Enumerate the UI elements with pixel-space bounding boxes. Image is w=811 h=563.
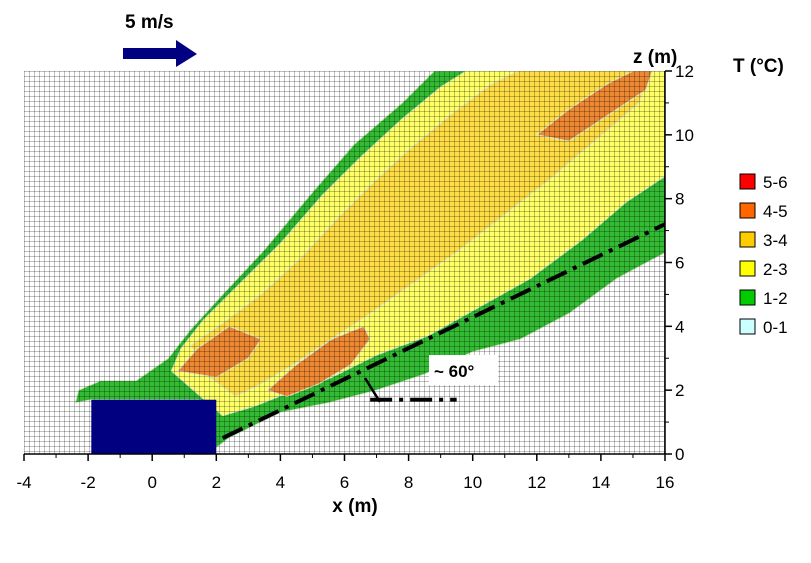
grid-overlay <box>24 71 665 454</box>
y-ticks: 0 2 4 6 8 10 12 <box>665 62 694 464</box>
y-tick-label: 12 <box>675 62 694 81</box>
wind-arrow-icon <box>123 40 197 67</box>
legend-label-5-6: 5-6 <box>763 173 788 192</box>
x-tick-label: 16 <box>656 473 675 492</box>
y-tick-label: 6 <box>675 254 684 273</box>
y-tick-label: 0 <box>675 445 684 464</box>
legend-swatch-1-2 <box>739 289 756 306</box>
angle-label-box <box>429 355 498 385</box>
legend-label-0-1: 0-1 <box>763 318 788 337</box>
legend-label-4-5: 4-5 <box>763 202 788 221</box>
x-tick-label: 0 <box>147 473 156 492</box>
legend-swatch-5-6 <box>739 173 756 190</box>
wind-speed-label: 5 m/s <box>125 12 174 33</box>
x-tick-label: 6 <box>340 473 349 492</box>
x-tick-label: 12 <box>527 473 546 492</box>
x-ticks: -4 -2 0 2 4 6 8 10 12 14 16 <box>16 454 674 492</box>
legend-swatch-3-4 <box>739 231 756 248</box>
x-tick-label: 4 <box>276 473 285 492</box>
legend-label-2-3: 2-3 <box>763 260 788 279</box>
x-tick-label: 8 <box>404 473 413 492</box>
legend: 5-6 4-5 3-4 2-3 1-2 0-1 <box>739 173 788 337</box>
x-tick-label: -4 <box>16 473 31 492</box>
legend-label-3-4: 3-4 <box>763 231 788 250</box>
angle-marker <box>363 377 382 403</box>
y-tick-label: 4 <box>675 317 684 336</box>
x-tick-label: 14 <box>591 473 610 492</box>
legend-swatch-0-1 <box>739 318 756 335</box>
legend-swatch-4-5 <box>739 202 756 219</box>
y-axis-label: z (m) <box>633 47 677 68</box>
y-tick-label: 10 <box>675 126 694 145</box>
x-tick-label: -2 <box>81 473 96 492</box>
y-tick-label: 2 <box>675 381 684 400</box>
legend-swatch-2-3 <box>739 260 756 277</box>
obstacle-block <box>91 399 217 454</box>
legend-title: T (°C) <box>733 56 784 77</box>
legend-label-1-2: 1-2 <box>763 289 788 308</box>
x-tick-label: 2 <box>212 473 221 492</box>
x-tick-label: 10 <box>463 473 482 492</box>
x-axis-label: x (m) <box>332 496 377 517</box>
reference-lines <box>221 222 665 440</box>
y-tick-label: 8 <box>675 190 684 209</box>
angle-label: ~ 60° <box>434 362 475 381</box>
plume-centerline <box>221 222 665 440</box>
